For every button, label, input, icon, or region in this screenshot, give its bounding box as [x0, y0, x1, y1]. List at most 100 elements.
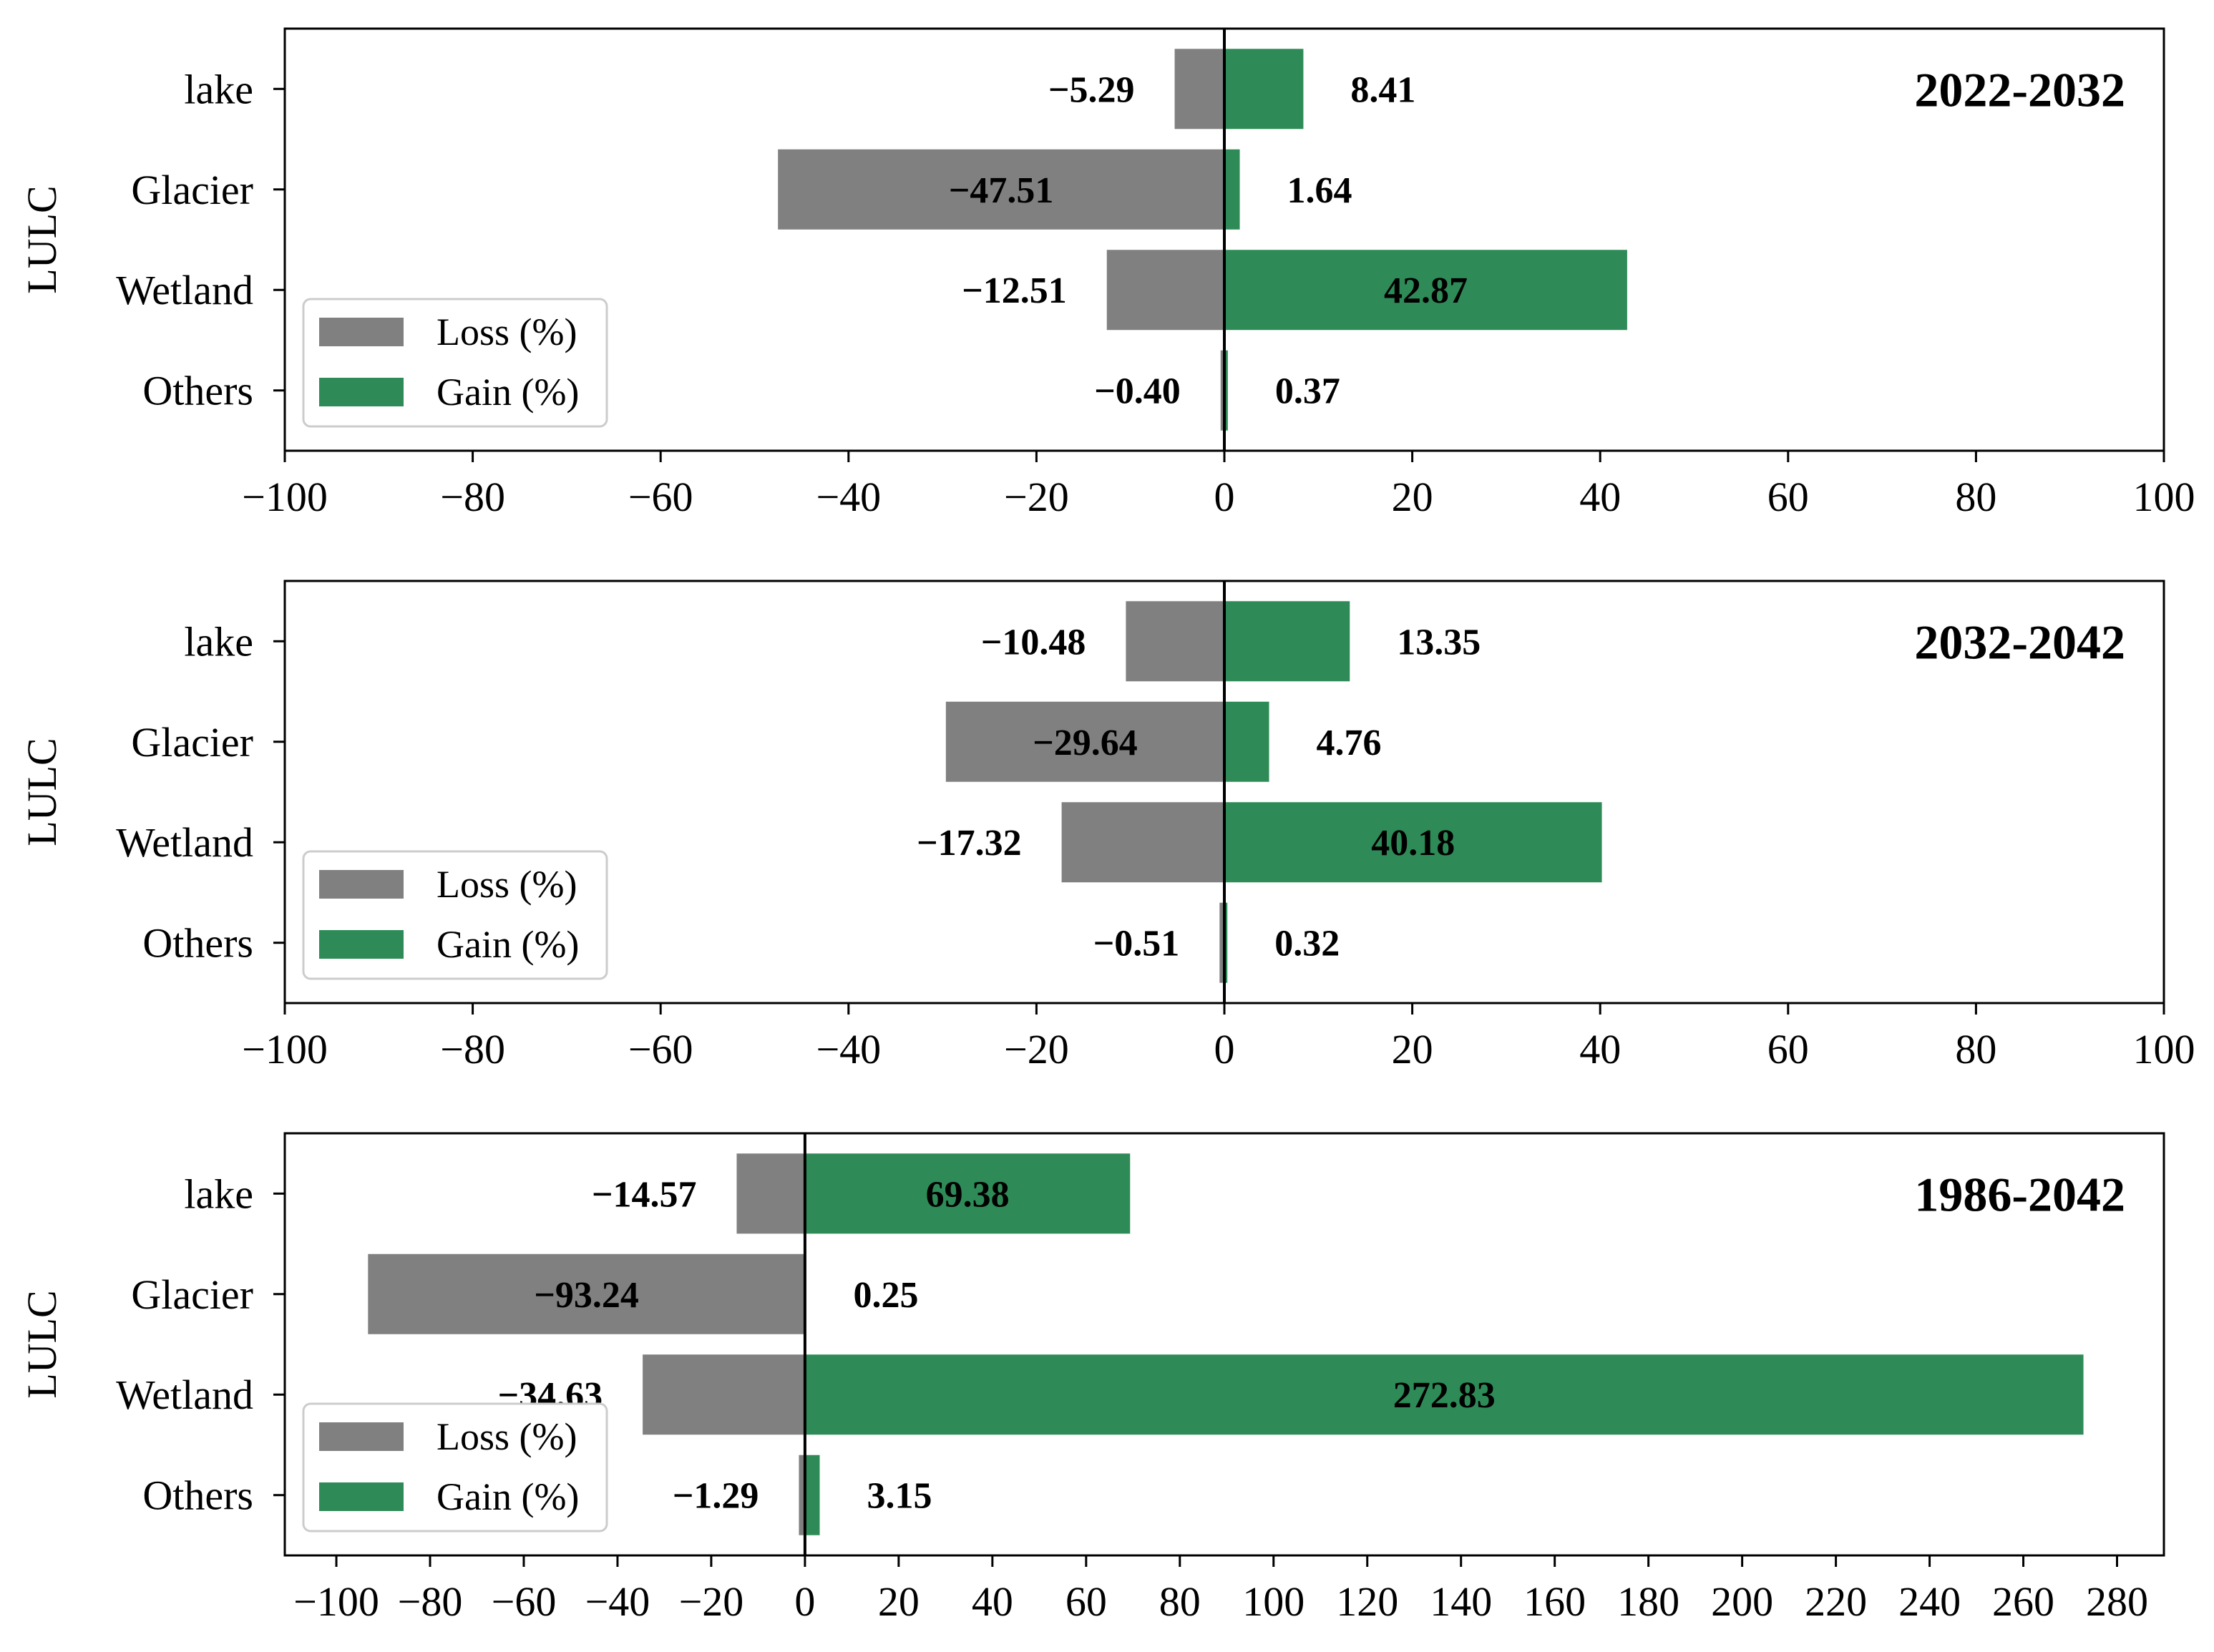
loss-bar-wetland [1106, 250, 1224, 331]
gain-value-label: 0.37 [1275, 371, 1340, 412]
x-tick-label: −100 [293, 1578, 379, 1625]
gain-value-label: 13.35 [1397, 622, 1481, 663]
gain-value-label: 1.64 [1287, 170, 1352, 211]
category-label: Glacier [131, 719, 253, 766]
x-tick-label: −100 [242, 1026, 328, 1072]
gain-value-label: 4.76 [1316, 723, 1381, 763]
loss-value-label: −1.29 [673, 1476, 759, 1517]
gain-value-label: 8.41 [1350, 69, 1415, 110]
category-label: Wetland [116, 1372, 253, 1418]
gain-bar-others [1224, 350, 1228, 431]
y-axis-label: LULC [19, 185, 65, 293]
category-label: lake [184, 618, 253, 665]
loss-bar-wetland [643, 1354, 805, 1435]
x-tick-label: 240 [1898, 1578, 1961, 1625]
x-tick-label: −80 [440, 474, 505, 520]
gain-value-label: 69.38 [926, 1174, 1010, 1215]
x-tick-label: 20 [1392, 474, 1433, 520]
category-label: Glacier [131, 167, 253, 213]
x-tick-label: 260 [1992, 1578, 2054, 1625]
gain-value-label: 0.25 [854, 1275, 919, 1316]
loss-bar-glacier [778, 149, 1224, 230]
x-tick-label: −20 [1004, 1026, 1069, 1072]
x-tick-label: −60 [628, 1026, 693, 1072]
y-axis-label: LULC [19, 738, 65, 846]
legend-swatch-loss [319, 318, 404, 346]
x-tick-label: 120 [1336, 1578, 1398, 1625]
x-tick-label: 0 [794, 1578, 815, 1625]
gain-bar-lake [1224, 601, 1350, 682]
loss-value-label: −29.64 [1033, 723, 1138, 763]
loss-bar-others [1220, 350, 1224, 431]
category-label: Glacier [131, 1271, 253, 1318]
gain-bar-glacier [1224, 701, 1269, 782]
gain-bar-wetland [1224, 802, 1602, 883]
gain-bar-lake [1224, 49, 1304, 129]
x-tick-label: 0 [1214, 474, 1235, 520]
x-tick-label: 100 [1242, 1578, 1304, 1625]
x-tick-label: −40 [816, 474, 881, 520]
gain-bar-others [804, 1455, 820, 1535]
x-tick-label: 200 [1711, 1578, 1773, 1625]
gain-bar-lake [804, 1153, 1131, 1234]
x-tick-label: 220 [1805, 1578, 1867, 1625]
x-tick-label: 40 [1579, 474, 1621, 520]
x-tick-label: 100 [2133, 474, 2195, 520]
legend-swatch-loss [319, 870, 404, 899]
gain-value-label: 42.87 [1384, 270, 1468, 311]
gain-value-label: 40.18 [1371, 823, 1455, 864]
x-tick-label: −80 [440, 1026, 505, 1072]
loss-bar-glacier [368, 1253, 805, 1334]
x-tick-label: 40 [972, 1578, 1013, 1625]
category-label: lake [184, 66, 253, 112]
chart-panel-2: lake Glacier Wetland Others LULC −100 −80 −60 −4… [19, 580, 2195, 1072]
gain-value-label: 3.15 [867, 1476, 932, 1517]
category-label: Others [142, 920, 253, 967]
x-tick-label: 100 [2133, 1026, 2195, 1072]
x-tick-label: 20 [878, 1578, 920, 1625]
x-tick-label: −60 [628, 474, 693, 520]
legend-label-loss: Loss (%) [437, 311, 577, 353]
gain-bar-others [1224, 902, 1228, 983]
loss-bar-lake [1126, 601, 1224, 682]
loss-value-label: −5.29 [1048, 69, 1135, 110]
legend-label-gain: Gain (%) [437, 1475, 579, 1518]
legend: Loss (%) Gain (%) [302, 850, 608, 980]
loss-value-label: −47.51 [949, 170, 1054, 211]
loss-value-label: −14.57 [592, 1174, 697, 1215]
x-tick-label: 280 [2086, 1578, 2148, 1625]
x-tick-label: 60 [1767, 1026, 1809, 1072]
x-tick-label: 140 [1430, 1578, 1492, 1625]
category-label: lake [184, 1170, 253, 1217]
gain-bar-glacier [1224, 149, 1240, 230]
legend-swatch-gain [319, 378, 404, 406]
x-tick-label: −40 [585, 1578, 650, 1625]
x-tick-label: 80 [1955, 1026, 1996, 1072]
gain-value-label: 0.32 [1274, 924, 1340, 964]
loss-bar-lake [736, 1153, 805, 1234]
loss-value-label: −0.40 [1094, 371, 1181, 412]
period-title: 1986-2042 [1914, 1167, 2125, 1221]
y-axis-label: LULC [19, 1290, 65, 1398]
chart-panel-1: lake Glacier Wetland Others LULC −100 −80 −60 −4… [19, 27, 2195, 520]
loss-value-label: −17.32 [917, 823, 1022, 864]
gain-bar-wetland [1224, 250, 1627, 331]
loss-value-label: −10.48 [981, 622, 1086, 663]
category-label: Wetland [116, 267, 253, 313]
x-tick-label: 80 [1955, 474, 1996, 520]
x-tick-label: −20 [1004, 474, 1069, 520]
x-tick-label: 60 [1065, 1578, 1107, 1625]
legend-label-loss: Loss (%) [437, 863, 577, 906]
x-tick-label: −80 [398, 1578, 463, 1625]
x-tick-label: −40 [816, 1026, 881, 1072]
legend-label-loss: Loss (%) [437, 1415, 577, 1458]
loss-bar-lake [1174, 49, 1224, 129]
category-label: Wetland [116, 819, 253, 866]
axes-frame [283, 1132, 2165, 1557]
loss-bar-wetland [1061, 802, 1224, 883]
loss-bar-others [1219, 902, 1224, 983]
legend-swatch-loss [319, 1422, 404, 1451]
x-tick-label: 40 [1579, 1026, 1621, 1072]
category-label: Others [142, 368, 253, 414]
